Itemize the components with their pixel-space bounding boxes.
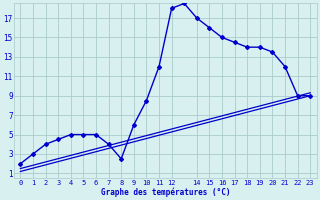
X-axis label: Graphe des températures (°C): Graphe des températures (°C) [100,187,230,197]
